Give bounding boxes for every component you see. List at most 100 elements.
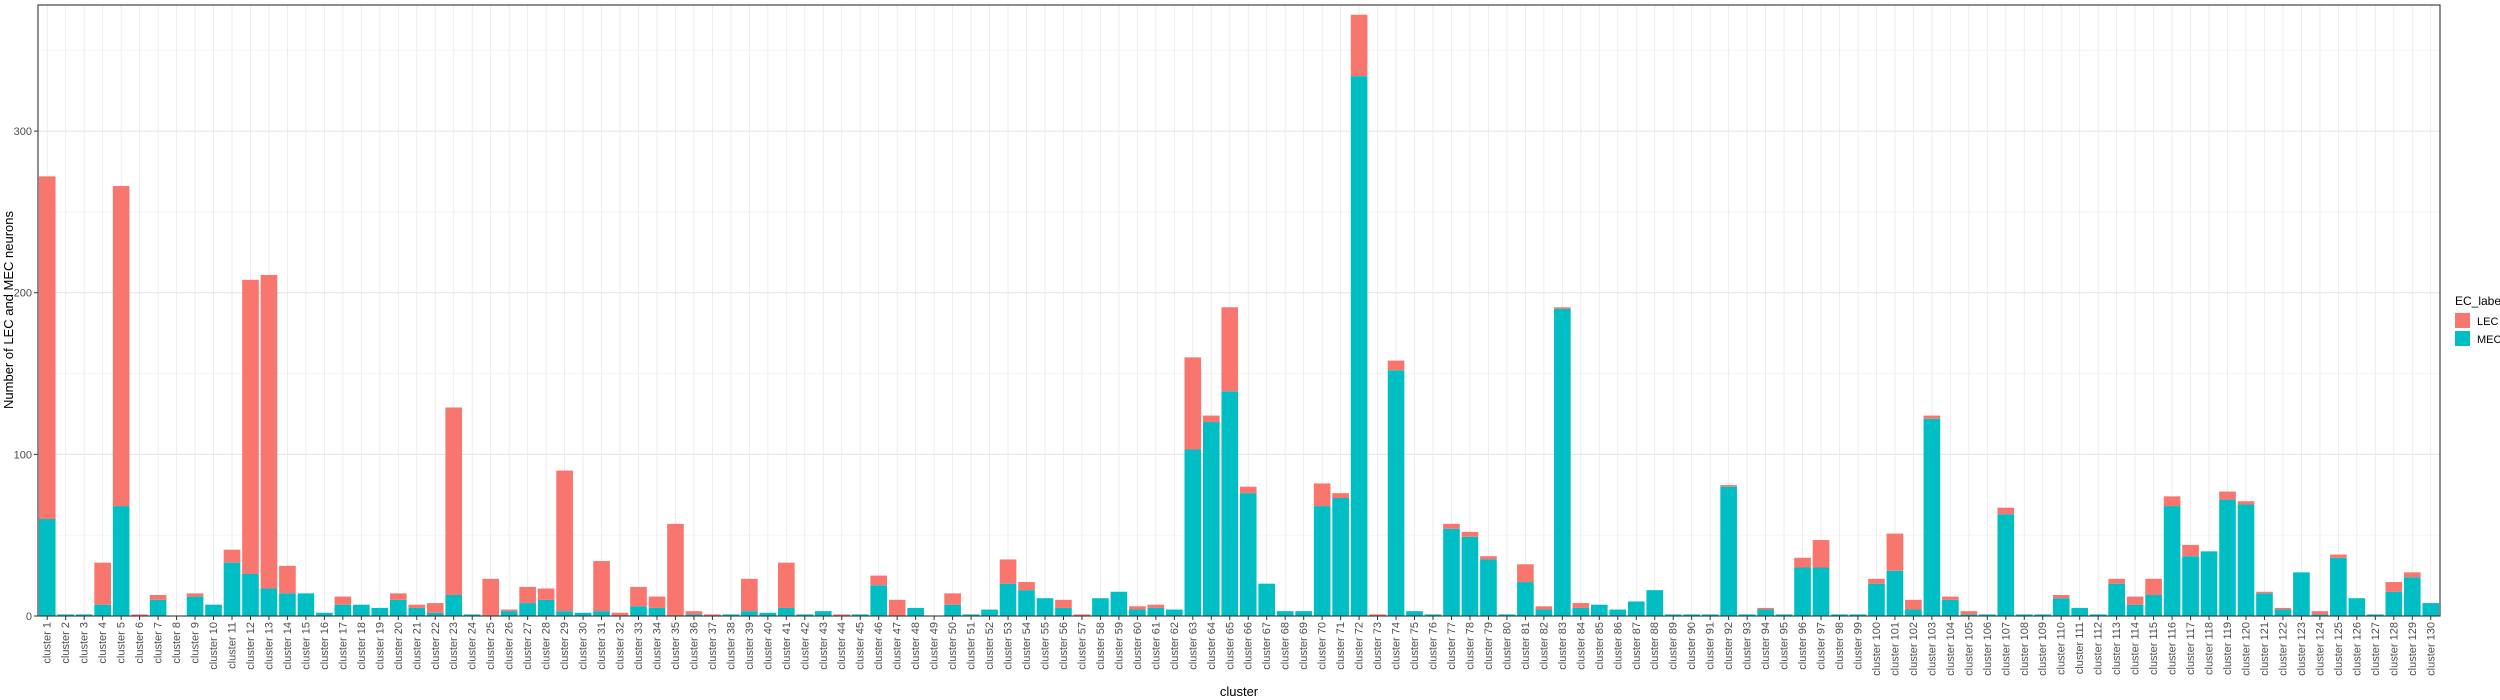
x-tick-label: cluster 65 [1224,622,1236,670]
bar-mec [2034,614,2052,616]
bar-mec [1554,308,1571,616]
bar-mec [556,611,573,616]
bar-lec [1720,485,1737,487]
legend-label-lec: LEC [2477,316,2498,328]
x-tick-label: cluster 89 [1668,622,1680,670]
bar-mec [1683,614,1700,616]
x-tick-label: cluster 120 [2240,622,2252,676]
bar-mec [2015,614,2033,616]
bar-mec [1424,614,1442,616]
bar-lec [1868,578,1885,584]
bar-lec [1997,507,2015,515]
x-tick-label: cluster 48 [910,622,922,670]
bar-lec [1554,307,1571,309]
bar-mec [999,583,1017,616]
bar-mec [2385,591,2403,616]
bar-lec [94,562,111,605]
x-tick-label: cluster 50 [947,622,959,670]
bar-marks [38,14,2440,616]
bar-mec [2052,598,2070,616]
bar-mec [1979,614,1996,616]
bar-mec [907,607,924,616]
plot-panel [38,5,2440,616]
x-tick-label: cluster 23 [448,622,460,670]
x-tick-label: cluster 104 [1945,622,1957,676]
x-tick-label: cluster 107 [2000,622,2012,676]
bar-lec [2330,554,2347,558]
x-tick-label: cluster 62 [1169,622,1181,670]
x-tick-label: cluster 27 [522,622,534,670]
bar-lec [38,176,56,520]
bar-mec [741,611,758,616]
x-tick-label: cluster 80 [1501,622,1513,670]
x-tick-label: cluster 76 [1428,622,1440,670]
x-tick-label: cluster 119 [2222,622,2234,675]
bar-lec [1794,557,1811,568]
bar-mec [1609,609,1627,616]
bar-mec [2311,614,2329,616]
bar-lec [537,588,555,600]
y-tick-label: 100 [14,449,32,461]
x-tick-label: cluster 5 [116,622,128,664]
x-tick-label: cluster 93 [1742,622,1754,670]
bar-lec [870,575,888,586]
x-tick-label: cluster 53 [1003,622,1015,670]
bar-lec [1129,606,1146,610]
bar-lec [1147,604,1165,608]
x-tick-label: cluster 3 [79,622,91,664]
x-tick-label: cluster 59 [1113,622,1125,670]
x-tick-label: cluster 17 [337,622,349,670]
bar-mec [759,612,777,616]
x-tick-label: cluster 84 [1575,622,1587,670]
bar-lec [334,596,352,605]
bar-lec [1905,599,1922,610]
bar-lec [2311,611,2329,615]
x-tick-label: cluster 87 [1631,622,1643,670]
x-tick-label: cluster 25 [485,622,497,670]
x-tick-label: cluster 14 [282,622,294,670]
bar-lec [1221,307,1239,392]
bar-mec [1036,598,1054,616]
x-tick-label: cluster 49 [929,622,941,670]
y-axis-title: Number of LEC and MEC neurons [1,211,16,409]
x-tick-label: cluster 125 [2333,622,2345,676]
bar-mec [2200,551,2218,616]
x-tick-label: cluster 44 [836,622,848,670]
bar-mec [1942,599,1959,616]
x-tick-label: cluster 101 [1889,622,1901,676]
bar-mec [2089,614,2107,616]
x-tick-label: cluster 57 [1076,622,1088,670]
bar-mec [962,614,980,616]
bar-mec [1590,604,1608,616]
bar-lec [1073,614,1091,616]
x-tick-label: cluster 115 [2148,622,2160,675]
bar-mec [1960,614,1978,616]
x-tick-label: cluster 60 [1132,622,1144,670]
x-tick-label: cluster 1 [42,622,54,664]
bar-mec [1535,609,1553,616]
bar-mec [1738,614,1756,616]
bar-mec [944,604,961,616]
x-tick-label: cluster 94 [1760,622,1772,670]
bar-mec [38,519,56,616]
bar-mec [2108,583,2125,616]
x-tick-label: cluster 113 [2111,622,2123,675]
legend-key-lec [2455,313,2470,328]
x-tick-label: cluster 114 [2130,622,2142,675]
bar-mec [1905,609,1922,616]
bar-mec [371,607,389,616]
x-tick-label: cluster 75 [1409,622,1421,670]
x-tick-label: cluster 32 [615,622,627,670]
plot-border [37,4,2441,617]
bar-mec [1923,418,1941,616]
bar-mec [408,607,426,616]
x-tick-label: cluster 74 [1391,622,1403,670]
bar-mec [1517,582,1534,616]
bar-mec [112,506,130,616]
bar-mec [1313,506,1331,616]
x-tick-label: cluster 15 [300,622,312,670]
x-tick-label: cluster 128 [2388,622,2400,676]
bar-lec [389,593,407,600]
bar-lec [630,586,647,607]
bar-lec [1480,556,1497,560]
